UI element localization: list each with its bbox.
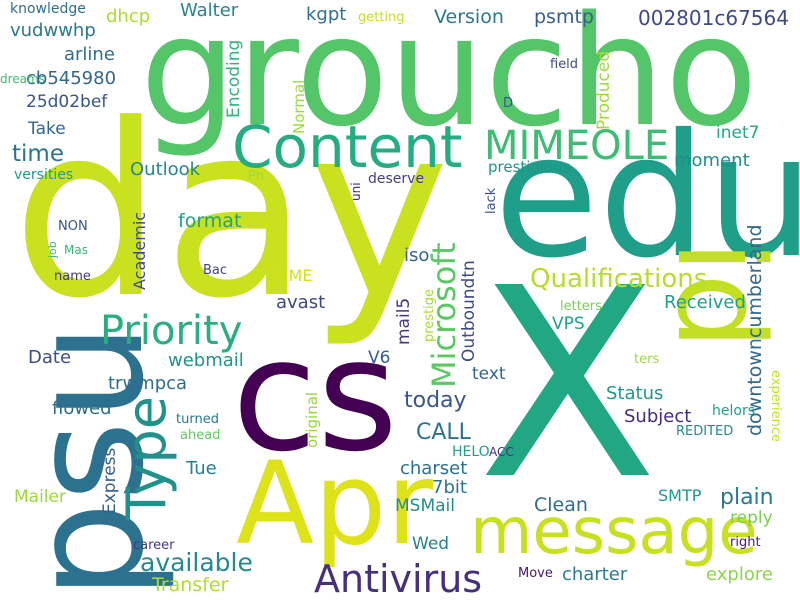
word-x: X [478,232,658,537]
word-dreams: dreams [0,72,45,86]
word-original: original [303,391,321,448]
word-time: time [12,141,64,167]
word-clean: Clean [534,494,588,516]
word-uni: uni [349,182,363,201]
word-reply: reply [730,508,773,528]
word-express: Express [100,447,120,514]
word-mailer: Mailer [14,487,66,507]
word-charset: charset [400,458,468,479]
word-day: day [12,74,450,351]
word-cs: cs [232,305,398,486]
word-type: Type [115,395,178,520]
word-webmail: webmail [168,350,244,371]
word-transfer: Transfer [152,574,229,596]
word-arline: arline [64,44,115,65]
word-move: Move [518,566,553,581]
word-career: career [133,538,175,553]
word-knowledge: knowledge [10,1,86,17]
word-tue: Tue [186,458,217,479]
word-flowed: flowed [52,398,112,419]
word-message: message [470,495,758,569]
word-mail5: mail5 [394,297,414,345]
word-prestigious: prestigious [488,158,571,176]
word-outboundtn: Outboundtn [459,260,479,362]
word-turned: turned [176,412,219,427]
word-qualifications: Qualifications [530,264,708,294]
word-acc: ACC [489,445,514,459]
word-d: D [503,96,514,111]
word-ahead: ahead [180,428,221,443]
word-format: format [178,210,242,232]
word-helors: helors [712,403,755,419]
word-bac: Bac [203,263,228,278]
word-helo: HELO [452,444,490,460]
word-versities: versities [14,167,74,183]
word-academic: Academic [130,211,149,290]
word-encoding: Encoding [224,39,244,118]
word-version: Version [434,6,504,28]
word-msmail: MSMail [395,496,455,516]
word-psmtp: psmtp [534,6,594,28]
word-7bit: 7bit [432,477,467,498]
word-take: Take [28,119,66,139]
word-trwmpca: trwmpca [108,373,188,394]
word-groucho: groucho [140,0,758,160]
word-antivirus: Antivirus [314,557,483,600]
word-lack: lack [484,187,499,214]
word-explore: explore [706,564,773,585]
word-inet7: inet7 [716,123,760,143]
word-apr: Apr [236,437,434,570]
word-walter: Walter [180,0,239,21]
word-25d02bef: 25d02bef [26,92,108,112]
word-available: available [140,548,253,577]
word-plain: plain [720,485,774,510]
word-mimeole: MIMEOLE [484,123,670,169]
word-ters: ters [634,352,660,367]
word-experience: experience [768,370,783,443]
word-mas: Mas [64,243,88,257]
word-v6: V6 [368,348,391,368]
word-avast: avast [276,292,326,313]
word-wed: Wed [412,534,450,554]
word-normal: Normal [290,79,308,134]
word-text: text [472,364,506,384]
word-name: name [54,269,91,284]
word-vps: VPS [552,314,585,334]
word-date: Date [28,347,72,368]
word-field: field [550,57,579,72]
word-getting: getting [358,10,405,25]
word-job: job [46,241,59,258]
word-letters: letters [560,299,602,314]
word-deserve: deserve [368,171,425,187]
word-produced: Produced [594,50,614,130]
word-edu: edu [494,98,800,296]
word-redited: REDITED [676,424,734,439]
word-prestige: prestige [422,288,437,342]
word-ph: Ph [248,169,265,184]
word-content: Content [232,113,463,181]
word-priority: Priority [100,308,243,354]
word-dhcp: dhcp [106,6,151,27]
word-cb545980: cb545980 [26,68,117,89]
word-status: Status [606,383,664,404]
word-kgpt: kgpt [306,4,347,25]
word-002801c67564: 002801c67564 [638,6,789,30]
word-call: CALL [416,420,471,445]
word-mime: MIME [270,266,313,285]
word-right: right [730,535,761,550]
word-iso: iso [404,245,430,266]
word-outlook: Outlook [130,159,201,180]
word-smtp: SMTP [658,486,702,505]
word-charter: charter [562,564,628,585]
word-subject: Subject [624,406,692,427]
word-vudwwhp: vudwwhp [10,20,96,41]
word-today: today [404,388,467,413]
word-moment: moment [674,150,750,171]
word-non: NON [58,219,88,234]
word-received: Received [664,292,746,313]
